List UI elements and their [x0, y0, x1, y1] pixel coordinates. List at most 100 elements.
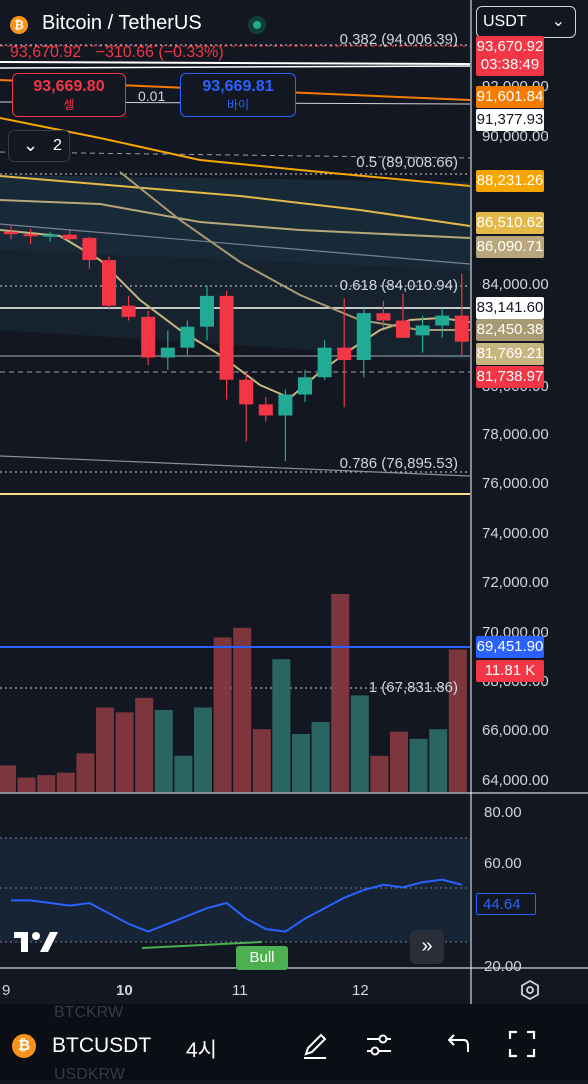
scroll-to-realtime-button[interactable]: »	[410, 930, 444, 964]
candle	[415, 315, 430, 353]
candle	[160, 330, 175, 370]
candle	[141, 310, 156, 365]
osc-band	[0, 838, 470, 942]
time-label-9: 9	[2, 982, 11, 999]
price-tag-line1: 91,377.93	[476, 109, 544, 131]
osc-label-80: 80.00	[484, 804, 522, 821]
bitcoin-coin-icon: ₿	[12, 1034, 36, 1058]
candle	[180, 320, 195, 356]
candle	[82, 236, 97, 269]
fullscreen-icon	[508, 1030, 536, 1058]
candle	[62, 230, 77, 241]
candle	[356, 308, 371, 378]
candle	[239, 372, 254, 442]
fib-label-1: 1 (67,831.86)	[368, 679, 458, 696]
chart-header: ₿ Bitcoin / TetherUS	[0, 8, 470, 40]
volume-bar	[350, 695, 369, 792]
candles	[4, 225, 469, 462]
candle	[376, 300, 391, 328]
axis-label-90000: 90,000.00	[482, 128, 549, 145]
price-tag-line2: 83,141.60	[476, 297, 544, 319]
buy-button[interactable]: 93,669.81 바이	[180, 73, 296, 117]
volume-bar	[154, 709, 173, 792]
undo-button[interactable]	[442, 1030, 472, 1060]
volume-bar	[115, 712, 134, 792]
fib-label-0786: 0.786 (76,895.53)	[339, 455, 458, 472]
indicators-button[interactable]	[364, 1030, 394, 1060]
time-label-11: 11	[232, 982, 248, 999]
volume-bar	[213, 637, 232, 792]
candle	[435, 308, 450, 338]
fib-label-0382: 0.382 (94,006.39)	[339, 31, 458, 48]
volume-bar	[409, 738, 428, 792]
volume-bar	[311, 721, 330, 792]
volume-bar	[233, 627, 252, 792]
bitcoin-coin-icon: ₿	[10, 16, 28, 34]
candle	[121, 295, 136, 321]
fullscreen-button[interactable]	[506, 1028, 538, 1060]
sell-label: 셀	[63, 98, 75, 112]
volume-bar	[17, 777, 36, 792]
price-tag-ma3: 86,510.62	[476, 212, 544, 234]
chart-settings-button[interactable]	[518, 978, 542, 1002]
price-tag-blue-line: 69,451.90	[476, 636, 544, 658]
time-label-12: 12	[352, 982, 369, 999]
candle	[278, 389, 293, 462]
candle	[298, 369, 312, 402]
double-chevron-right-icon: »	[421, 935, 433, 957]
buy-price: 93,669.81	[202, 78, 274, 95]
osc-current-tag: 44.64	[476, 893, 536, 915]
volume-bar	[37, 775, 56, 792]
candle	[219, 290, 234, 400]
volume-bar	[272, 659, 291, 792]
price-tag-ma4: 86,090.71	[476, 236, 544, 258]
candle	[23, 229, 38, 245]
price-tag-ma5: 82,450.38	[476, 319, 544, 341]
drawing-tool-button[interactable]	[300, 1030, 330, 1060]
volume-bar	[174, 755, 193, 792]
volume-bar	[0, 765, 16, 792]
symbol-title[interactable]: Bitcoin / TetherUS	[42, 12, 202, 34]
sliders-icon	[367, 1034, 391, 1056]
axis-label-78000: 78,000.00	[482, 426, 549, 443]
sell-button[interactable]: 93,669.80 셀	[12, 73, 126, 117]
ghost-symbol-top: BTCKRW	[54, 1004, 124, 1021]
symbol-button[interactable]: BTCUSDT	[52, 1034, 152, 1057]
price-change-row: 93,670.92 −310.66 (−0.33%)	[10, 44, 224, 62]
volume-bars	[0, 594, 467, 792]
volume-bar	[429, 729, 448, 792]
oscillator-line	[11, 878, 463, 933]
currency-selector[interactable]: USDT ⌄	[476, 6, 576, 38]
candle	[337, 298, 352, 407]
indicator-count: 2	[53, 137, 62, 154]
sell-price: 93,669.80	[33, 78, 105, 95]
market-open-icon	[248, 16, 266, 34]
candle	[200, 286, 214, 341]
price-tag-countdown: 03:38:49	[476, 54, 544, 76]
candle	[396, 293, 410, 338]
osc-current-value: 44.64	[483, 896, 521, 913]
price-tag-last: 93,670.92	[476, 36, 544, 58]
price-change: −310.66 (−0.33%)	[95, 44, 224, 61]
volume-bar	[390, 731, 408, 792]
fib-label-0618: 0.618 (84,010.94)	[339, 277, 458, 294]
tradingview-logo	[14, 930, 60, 954]
volume-bar	[56, 772, 75, 792]
pen-icon	[304, 1033, 327, 1059]
volume-bar	[331, 594, 350, 792]
currency-label: USDT	[483, 13, 527, 30]
candle	[4, 225, 18, 240]
fib-label-05: 0.5 (89,008.66)	[356, 154, 458, 171]
bull-divergence-badge: Bull	[236, 946, 288, 970]
volume-bar	[194, 707, 212, 792]
bottom-toolbar: BTCKRW USDKRW ₿ BTCUSDT 4시	[0, 1004, 588, 1083]
volume-bar	[135, 697, 154, 792]
spread-value: 0.01	[138, 88, 166, 104]
interval-button[interactable]: 4시	[186, 1039, 217, 1062]
volume-bar	[448, 649, 467, 792]
volume-bar	[292, 734, 310, 792]
indicators-toggle[interactable]: ⌄ 2	[8, 130, 70, 162]
undo-icon	[447, 1034, 469, 1052]
gear-icon	[521, 979, 539, 1001]
